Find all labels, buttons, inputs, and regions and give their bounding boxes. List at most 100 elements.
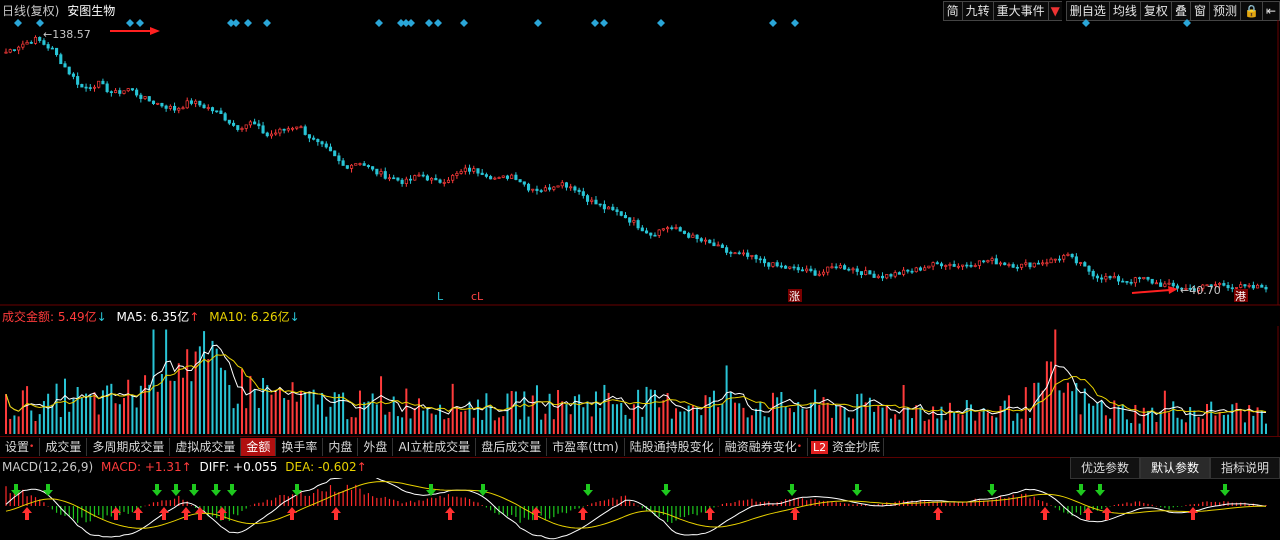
macd-bar	[519, 506, 521, 523]
volume-bar	[354, 417, 357, 434]
event-diamond-icon[interactable]	[1082, 19, 1090, 27]
volume-bar	[1197, 417, 1200, 434]
macd-bar	[359, 488, 361, 506]
event-diamond-icon[interactable]	[232, 19, 240, 27]
period-mode[interactable]: 日线(复权)	[2, 4, 60, 18]
macd-bar	[641, 506, 643, 509]
macd-bar	[662, 506, 664, 515]
macd-bar	[468, 498, 471, 506]
event-diamond-icon[interactable]	[1183, 19, 1191, 27]
tab-pe-ttm[interactable]: 市盈率(ttm)	[547, 438, 625, 456]
candle	[425, 174, 429, 182]
macd-bar	[300, 491, 302, 506]
tab-ai-volume[interactable]: AI立桩成交量	[393, 438, 477, 456]
lock-icon[interactable]: 🔒	[1239, 1, 1262, 21]
buy-signal-arrow-icon	[705, 507, 715, 520]
simple-button[interactable]: 简	[942, 1, 962, 21]
jump-start-icon[interactable]: ⇤	[1261, 1, 1280, 21]
tab-northbound-holdings[interactable]: 陆股通持股变化	[625, 438, 720, 456]
tab-amount[interactable]: 金额	[241, 438, 277, 456]
tab-margin-change[interactable]: 融资融券变化•	[720, 438, 809, 456]
event-diamond-icon[interactable]	[397, 19, 405, 27]
dea-label: DEA:	[285, 460, 315, 474]
event-diamond-icon[interactable]	[36, 19, 44, 27]
event-diamond-icon[interactable]	[425, 19, 433, 27]
event-diamond-icon[interactable]	[402, 19, 410, 27]
macd-legend: MACD(12,26,9) MACD: +1.31↑ DIFF: +0.055 …	[2, 460, 367, 474]
event-diamond-icon[interactable]	[657, 19, 665, 27]
tab-bottom-fishing[interactable]: L2 资金抄底	[808, 438, 884, 456]
macd-bar	[793, 497, 795, 506]
volume-bar	[970, 404, 973, 434]
events-dropdown-icon[interactable]: ▼	[1047, 1, 1062, 21]
tab-inner-volume[interactable]: 内盘	[323, 438, 359, 456]
candle	[826, 266, 830, 276]
macd-title[interactable]: MACD(12,26,9)	[2, 460, 94, 474]
macd-bar	[283, 494, 285, 506]
event-diamond-icon[interactable]	[534, 19, 542, 27]
macd-bar	[970, 500, 972, 506]
volume-bar	[312, 389, 315, 434]
volume-bar	[127, 379, 130, 434]
jiuzhuan-button[interactable]: 九转	[961, 1, 993, 21]
macd-bar	[123, 506, 125, 512]
volume-chart[interactable]	[0, 326, 1280, 436]
candle	[316, 138, 320, 146]
volume-bar	[401, 417, 404, 434]
macd-bar	[1084, 506, 1086, 513]
window-button[interactable]: 窗	[1189, 1, 1209, 21]
moving-average-button[interactable]: 均线	[1108, 1, 1140, 21]
event-diamond-icon[interactable]	[600, 19, 608, 27]
volume-bar	[1066, 382, 1069, 434]
event-diamond-icon[interactable]	[407, 19, 415, 27]
price-chart[interactable]: ←138.57 ←40.70 L cL 涨 港	[0, 0, 1280, 306]
stock-name: 安图生物	[67, 4, 116, 18]
tab-volume[interactable]: 成交量	[40, 438, 88, 456]
candle	[1108, 275, 1112, 281]
adjust-button[interactable]: 复权	[1139, 1, 1171, 21]
tab-settings[interactable]: 设置•	[0, 438, 41, 456]
event-diamond-icon[interactable]	[263, 19, 271, 27]
volume-bar	[1016, 413, 1019, 434]
event-diamond-icon[interactable]	[227, 19, 235, 27]
macd-bar	[401, 503, 403, 506]
event-diamond-icon[interactable]	[460, 19, 468, 27]
volume-bar	[805, 409, 808, 434]
tab-multi-period-volume[interactable]: 多周期成交量	[87, 438, 171, 456]
event-diamond-icon[interactable]	[375, 19, 383, 27]
event-diamond-icon[interactable]	[791, 19, 799, 27]
default-params-button[interactable]: 默认参数	[1139, 457, 1210, 479]
candle	[1095, 273, 1099, 282]
event-diamond-icon[interactable]	[591, 19, 599, 27]
tab-outer-volume[interactable]: 外盘	[358, 438, 394, 456]
candle	[455, 171, 459, 179]
macd-bar	[730, 503, 732, 506]
overlay-button[interactable]: 叠	[1170, 1, 1190, 21]
event-diamond-icon[interactable]	[126, 19, 134, 27]
event-diamond-icon[interactable]	[14, 19, 22, 27]
volume-bar	[586, 401, 589, 434]
macd-bar	[523, 506, 525, 518]
tab-after-hours-volume[interactable]: 盘后成交量	[476, 438, 548, 456]
volume-bar	[885, 405, 888, 434]
macd-bar	[751, 498, 753, 506]
candle	[240, 126, 244, 132]
volume-bar	[569, 414, 572, 434]
event-diamond-icon[interactable]	[434, 19, 442, 27]
major-events-button[interactable]: 重大事件	[992, 1, 1048, 21]
event-diamond-icon[interactable]	[136, 19, 144, 27]
macd-chart[interactable]	[0, 478, 1280, 540]
event-diamond-icon[interactable]	[244, 19, 252, 27]
candle	[345, 165, 349, 170]
event-diamond-icon[interactable]	[769, 19, 777, 27]
forecast-button[interactable]: 预测	[1208, 1, 1240, 21]
macd-bar	[1210, 501, 1212, 506]
tab-virtual-volume[interactable]: 虚拟成交量	[170, 438, 242, 456]
turnover-label: 成交金额:	[2, 310, 55, 324]
indicator-help-button[interactable]: 指标说明	[1209, 457, 1280, 479]
macd-bar	[1164, 506, 1166, 508]
optimal-params-button[interactable]: 优选参数	[1069, 457, 1140, 479]
candle	[737, 250, 741, 255]
tab-turnover-rate[interactable]: 换手率	[276, 438, 324, 456]
sell-signal-arrow-icon	[478, 484, 488, 496]
